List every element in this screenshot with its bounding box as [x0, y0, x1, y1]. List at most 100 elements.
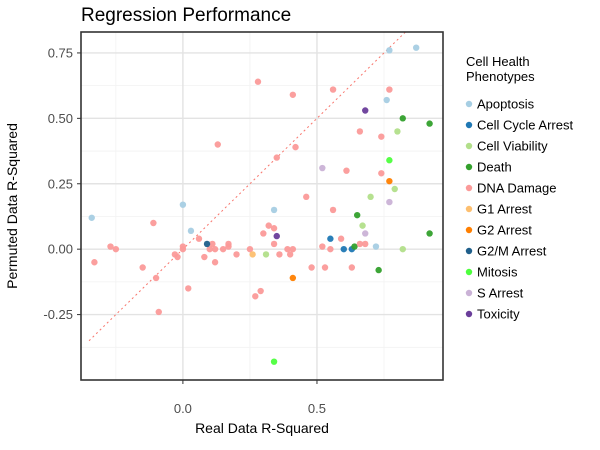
- y-axis-title: Permuted Data R-Squared: [4, 123, 20, 289]
- point-dna-damage: [286, 251, 294, 258]
- y-tick-label: 0.75: [48, 45, 73, 60]
- point-dna-damage: [139, 264, 146, 271]
- legend-label: DNA Damage: [477, 181, 556, 196]
- point-s-arrest: [386, 198, 393, 206]
- point-dna-damage: [327, 245, 334, 253]
- point-death: [426, 120, 433, 127]
- legend-label: Toxicity: [477, 307, 520, 322]
- point-cell-viability: [262, 251, 270, 258]
- point-dna-damage: [329, 86, 337, 93]
- point-dna-damage: [343, 167, 350, 174]
- x-axis-ticks: 0.0 0.5: [174, 380, 326, 416]
- point-dna-damage: [257, 287, 264, 295]
- plot-panel: [80, 31, 444, 381]
- point-apoptosis: [383, 96, 390, 104]
- point-cell-cycle-arrest: [327, 235, 334, 242]
- chart-title: Regression Performance: [81, 5, 291, 26]
- legend-label: Apoptosis: [477, 97, 535, 112]
- legend-item-mitosis: Mitosis: [465, 265, 518, 280]
- point-dna-damage: [260, 230, 267, 237]
- point-dna-damage: [292, 143, 299, 151]
- legend-title-line-1: Cell Health: [466, 54, 530, 69]
- point-dna-damage: [289, 245, 297, 253]
- legend-item-death: Death: [465, 160, 512, 175]
- legend-title-line-2: Phenotypes: [466, 69, 535, 84]
- point-toxicity: [362, 107, 369, 114]
- y-tick-label: 0.25: [48, 176, 73, 191]
- point-g1-arrest: [249, 251, 256, 258]
- reference-line-path: [88, 31, 406, 342]
- legend: Cell Health Phenotypes Apoptosis Cell Cyc…: [465, 54, 573, 322]
- point-dna-damage: [265, 222, 272, 229]
- point-g2-arrest: [289, 274, 297, 282]
- legend-item-cell-cycle-arrest: Cell Cycle Arrest: [465, 118, 573, 133]
- point-dna-damage: [362, 240, 369, 248]
- point-dna-damage: [329, 206, 337, 214]
- point-cell-viability: [394, 128, 401, 135]
- point-g2-arrest: [386, 177, 393, 185]
- point-dna-damage: [107, 243, 114, 250]
- legend-item-cell-viability: Cell Viability: [465, 139, 548, 154]
- point-apoptosis: [386, 47, 393, 54]
- legend-item-s-arrest: S Arrest: [465, 286, 524, 301]
- point-dna-damage: [356, 240, 364, 248]
- point-dna-damage: [152, 274, 160, 282]
- legend-label: S Arrest: [477, 286, 524, 301]
- y-tick-label: -0.25: [43, 307, 73, 322]
- point-dna-damage: [252, 293, 259, 300]
- y-tick-label: 0.00: [48, 242, 73, 257]
- point-dna-damage: [112, 245, 120, 253]
- point-death: [426, 230, 433, 237]
- point-dna-damage: [321, 264, 329, 271]
- point-dna-damage: [378, 170, 385, 177]
- point-s-arrest: [319, 164, 326, 172]
- legend-swatch: [465, 268, 473, 276]
- legend-label: Death: [477, 160, 512, 175]
- legend-swatch: [465, 184, 473, 192]
- point-apoptosis: [372, 243, 380, 250]
- legend-swatch: [465, 310, 473, 318]
- legend-swatch: [465, 226, 473, 234]
- y-tick-label: 0.50: [48, 111, 73, 126]
- legend-swatch: [465, 289, 473, 297]
- legend-item-toxicity: Toxicity: [465, 307, 520, 322]
- point-dna-damage: [185, 285, 192, 292]
- point-dna-damage: [337, 235, 345, 242]
- legend-item-g2-arrest: G2 Arrest: [465, 223, 532, 238]
- legend-label: G1 Arrest: [477, 202, 532, 217]
- point-dna-damage: [270, 240, 278, 248]
- point-dna-damage: [174, 253, 181, 261]
- point-dna-damage: [348, 264, 356, 271]
- point-death: [375, 266, 382, 274]
- legend-label: G2 Arrest: [477, 223, 532, 238]
- point-cell-viability: [367, 193, 374, 201]
- legend-label: Cell Cycle Arrest: [477, 118, 573, 133]
- point-dna-damage: [206, 245, 213, 253]
- legend-item-apoptosis: Apoptosis: [465, 97, 535, 112]
- legend-label: G2/M Arrest: [477, 244, 547, 259]
- y-axis-ticks: -0.25 0.00 0.25 0.50 0.75: [43, 45, 81, 322]
- point-dna-damage: [246, 245, 254, 253]
- point-cell-viability: [359, 222, 366, 229]
- legend-swatch: [465, 247, 473, 255]
- point-apoptosis: [88, 214, 95, 221]
- grid: [81, 32, 443, 380]
- point-dna-damage: [289, 91, 297, 98]
- point-dna-damage: [284, 245, 291, 253]
- point-s-arrest: [362, 230, 369, 237]
- point-dna-damage: [209, 240, 216, 248]
- legend-swatch: [465, 205, 473, 213]
- point-dna-damage: [356, 128, 364, 135]
- point-dna-damage: [201, 253, 208, 261]
- legend-swatch: [465, 100, 473, 108]
- x-tick-label: 0.5: [308, 401, 326, 416]
- point-cell-cycle-arrest: [340, 245, 347, 253]
- x-axis-title: Real Data R-Squared: [195, 420, 329, 436]
- legend-item-dna-damage: DNA Damage: [465, 181, 556, 196]
- point-dna-damage: [211, 259, 219, 266]
- legend-swatch: [465, 163, 473, 171]
- point-dna-damage: [155, 308, 162, 316]
- point-toxicity: [273, 232, 280, 240]
- point-apoptosis: [187, 227, 195, 235]
- point-apoptosis: [412, 44, 420, 51]
